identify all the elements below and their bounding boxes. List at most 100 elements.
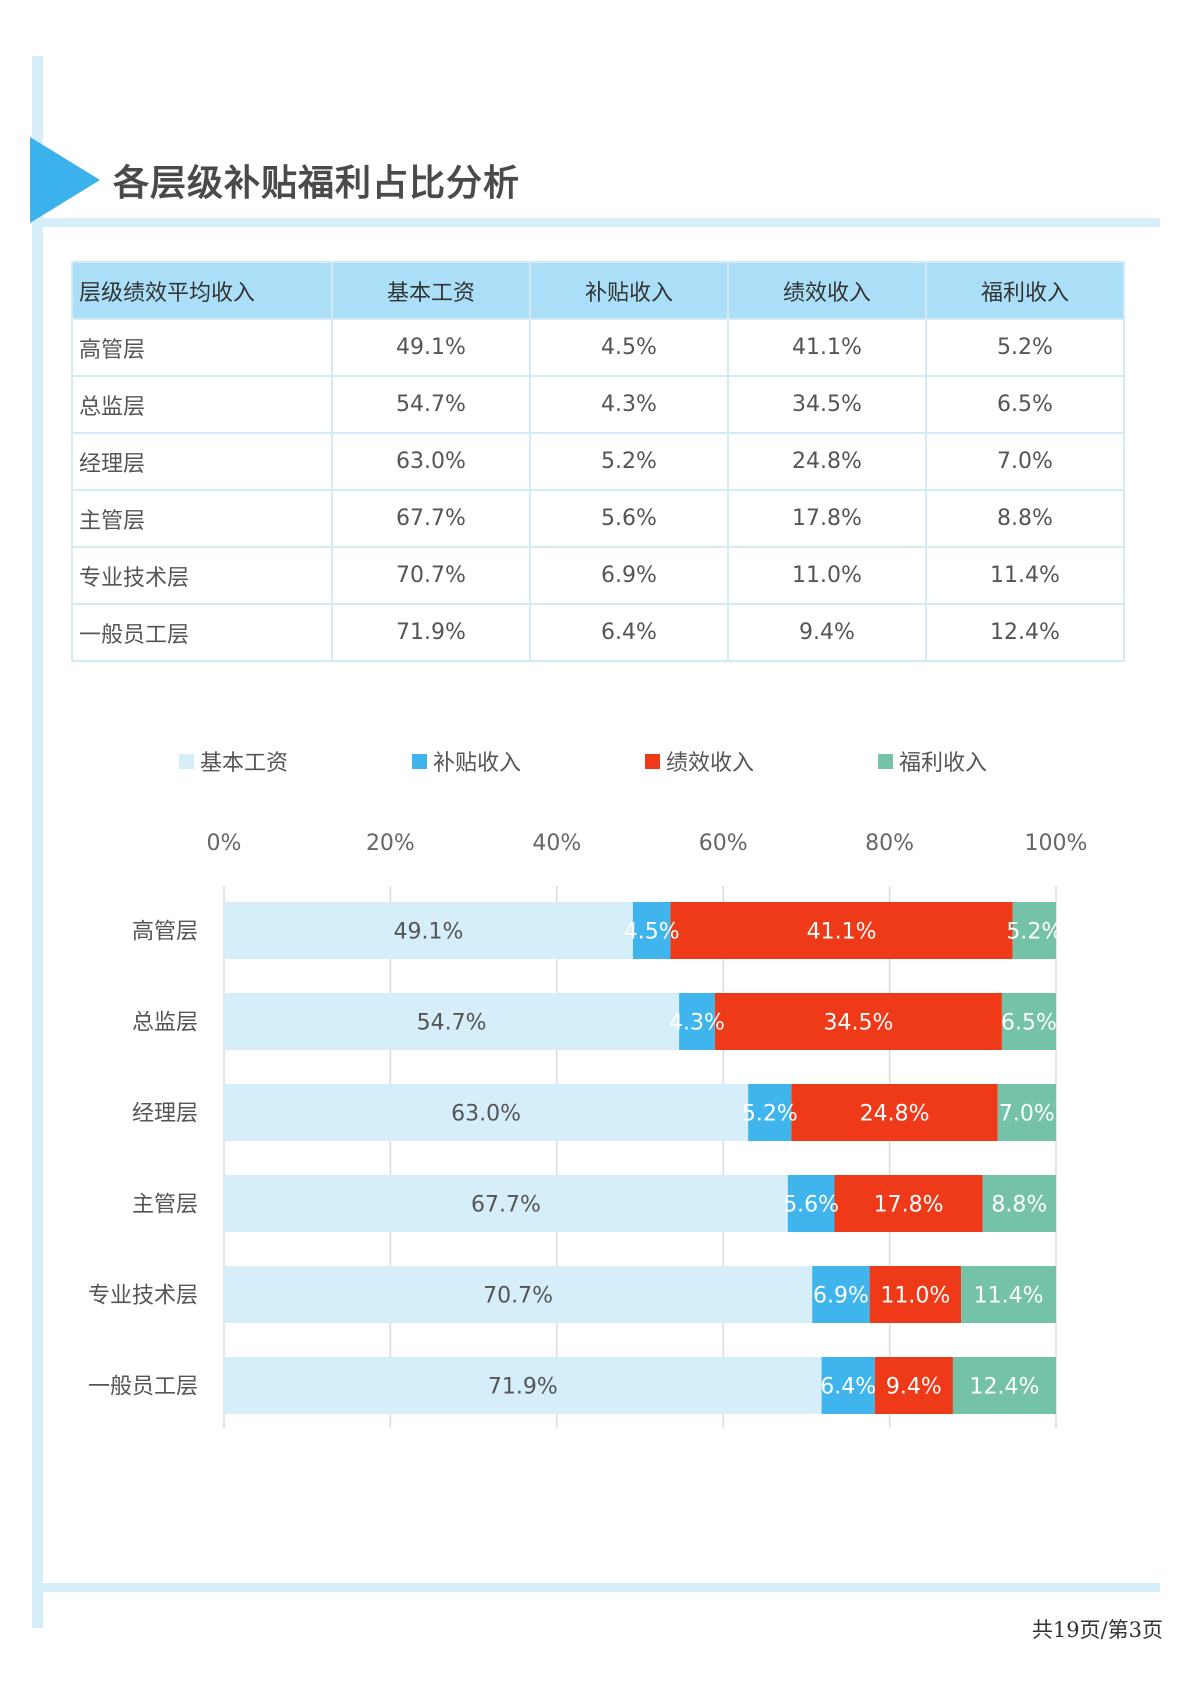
x-tick-label: 40% — [532, 831, 581, 856]
bar-segment — [1012, 902, 1056, 959]
bar-segment — [982, 1175, 1056, 1232]
data-label: 7.0% — [999, 1102, 1055, 1127]
table-cell: 4.5% — [529, 318, 729, 377]
table-cell: 70.7% — [331, 546, 531, 605]
bar-segment — [869, 1266, 962, 1323]
table-cell: 一般员工层 — [71, 603, 333, 662]
title-arrow-icon — [30, 137, 100, 223]
table-cell: 6.5% — [925, 375, 1125, 434]
bar-segment — [812, 1266, 870, 1323]
table-cell: 7.0% — [925, 432, 1125, 491]
legend-label: 基本工资 — [200, 751, 289, 776]
category-label: 总监层 — [132, 1011, 198, 1036]
table-cell: 4.3% — [529, 375, 729, 434]
page-number: 共19页/第3页 — [1031, 1618, 1163, 1642]
table-header-cell: 层级绩效平均收入 — [71, 261, 333, 320]
table-cell: 9.4% — [727, 603, 927, 662]
bar-segment — [821, 1357, 875, 1414]
table-cell: 11.4% — [925, 546, 1125, 605]
category-label: 专业技术层 — [88, 1284, 198, 1309]
bar-segment — [961, 1266, 1056, 1323]
table-cell: 71.9% — [331, 603, 531, 662]
table-cell: 63.0% — [331, 432, 531, 491]
legend-swatch-3 — [878, 753, 893, 769]
legend-swatch-1 — [412, 753, 427, 769]
bar-segment — [874, 1357, 953, 1414]
table-cell: 67.7% — [331, 489, 531, 548]
data-label: 5.2% — [742, 1102, 798, 1127]
page-title: 各层级补贴福利占比分析 — [113, 163, 521, 204]
table-row: 经理层 63.0% 5.2% 24.8% 7.0% — [71, 432, 1125, 491]
footer-divider — [32, 1583, 1160, 1592]
x-tick-label: 0% — [207, 831, 242, 856]
x-tick-label: 80% — [865, 831, 914, 856]
table-row: 高管层 49.1% 4.5% 41.1% 5.2% — [71, 318, 1125, 377]
data-label: 17.8% — [874, 1193, 944, 1218]
table-header-cell: 绩效收入 — [727, 261, 927, 320]
data-label: 63.0% — [451, 1102, 521, 1127]
data-label: 6.5% — [1001, 1011, 1057, 1036]
bar-segment — [224, 1357, 822, 1414]
data-label: 71.9% — [488, 1375, 558, 1400]
table-cell: 经理层 — [71, 432, 333, 491]
bar-segment — [224, 902, 633, 959]
x-tick-label: 20% — [366, 831, 415, 856]
bar-segment — [224, 993, 680, 1050]
legend-item: 绩效收入 — [645, 745, 754, 777]
table-cell: 17.8% — [727, 489, 927, 548]
table-cell: 6.4% — [529, 603, 729, 662]
bar-segment — [714, 993, 1002, 1050]
bar-segment — [224, 1084, 749, 1141]
table-cell: 5.2% — [529, 432, 729, 491]
data-label: 54.7% — [417, 1011, 487, 1036]
bar-segment — [224, 1266, 813, 1323]
x-tick-label: 100% — [1025, 831, 1088, 856]
data-label: 34.5% — [823, 1011, 893, 1036]
bar-segment — [224, 1175, 788, 1232]
table-cell: 6.9% — [529, 546, 729, 605]
legend-item: 福利收入 — [878, 745, 987, 777]
bar-segment — [679, 993, 715, 1050]
data-label: 49.1% — [394, 920, 464, 945]
table-cell: 12.4% — [925, 603, 1125, 662]
header-divider — [32, 218, 1160, 227]
legend-label: 福利收入 — [899, 751, 988, 776]
table-cell: 49.1% — [331, 318, 531, 377]
table-row: 专业技术层 70.7% 6.9% 11.0% 11.4% — [71, 546, 1125, 605]
legend-label: 绩效收入 — [666, 751, 755, 776]
category-label: 主管层 — [132, 1193, 198, 1218]
table-row: 主管层 67.7% 5.6% 17.8% 8.8% — [71, 489, 1125, 548]
table-cell: 5.6% — [529, 489, 729, 548]
income-ratio-table: 层级绩效平均收入 基本工资 补贴收入 绩效收入 福利收入 高管层 49.1% 4… — [71, 261, 1125, 662]
data-label: 5.2% — [1006, 920, 1062, 945]
data-label: 24.8% — [860, 1102, 930, 1127]
table-cell: 41.1% — [727, 318, 927, 377]
data-label: 8.8% — [991, 1193, 1047, 1218]
legend-item: 基本工资 — [179, 745, 288, 777]
table-cell: 主管层 — [71, 489, 333, 548]
chart-legend: 基本工资 补贴收入 绩效收入 福利收入 — [0, 745, 1191, 777]
table-row: 总监层 54.7% 4.3% 34.5% 6.5% — [71, 375, 1125, 434]
bar-segment — [791, 1084, 998, 1141]
data-label: 9.4% — [886, 1375, 942, 1400]
table-cell: 8.8% — [925, 489, 1125, 548]
table-header-cell: 福利收入 — [925, 261, 1125, 320]
data-label: 41.1% — [807, 920, 877, 945]
table-cell: 24.8% — [727, 432, 927, 491]
data-label: 70.7% — [483, 1284, 553, 1309]
table-header-row: 层级绩效平均收入 基本工资 补贴收入 绩效收入 福利收入 — [71, 261, 1125, 320]
bar-segment — [632, 902, 671, 959]
table-cell: 34.5% — [727, 375, 927, 434]
bar-segment — [787, 1175, 835, 1232]
x-tick-label: 60% — [699, 831, 748, 856]
data-label: 11.0% — [880, 1284, 950, 1309]
left-accent-bar — [32, 56, 43, 1628]
bar-segment — [670, 902, 1013, 959]
data-label: 11.4% — [974, 1284, 1044, 1309]
category-label: 经理层 — [132, 1102, 198, 1127]
data-label: 67.7% — [471, 1193, 541, 1218]
bar-segment — [952, 1357, 1056, 1414]
table-cell: 总监层 — [71, 375, 333, 434]
table-row: 一般员工层 71.9% 6.4% 9.4% 12.4% — [71, 603, 1125, 662]
bar-segment — [1001, 993, 1056, 1050]
